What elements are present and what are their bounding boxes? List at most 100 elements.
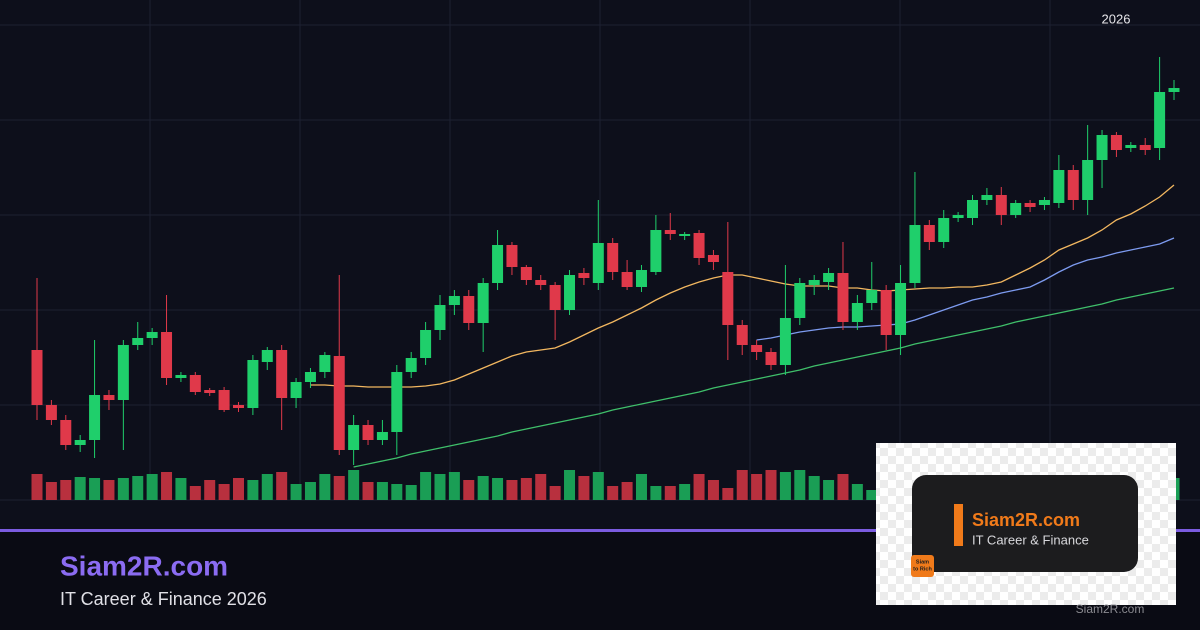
candle-body [909, 225, 921, 283]
candle-body [1139, 145, 1151, 150]
volume-bar [794, 470, 806, 500]
volume-bar [434, 474, 446, 500]
candle-body [1110, 135, 1122, 150]
volume-bar [851, 484, 863, 500]
volume-bar [117, 478, 129, 500]
volume-bar [31, 474, 43, 500]
volume-bar [290, 484, 302, 500]
candle-body [31, 350, 43, 405]
candle-body [995, 195, 1007, 215]
candle-body [1096, 135, 1108, 160]
volume-bar [333, 476, 345, 500]
candle-body [650, 230, 662, 272]
volume-bar [218, 484, 230, 500]
line [756, 237, 1175, 341]
volume-bar [161, 472, 173, 500]
candle-body [45, 405, 57, 420]
candle-body [564, 275, 576, 310]
volume-bar [492, 478, 504, 500]
card-panel [912, 475, 1138, 572]
candle-body [592, 243, 604, 283]
volume-bar [448, 472, 460, 500]
volume-bar [189, 486, 201, 500]
candle-body [189, 375, 201, 392]
volume-bar [578, 476, 590, 500]
candle-body [276, 350, 288, 398]
candle-body [967, 200, 979, 218]
candle-body [204, 390, 216, 393]
candle-body [1067, 170, 1079, 200]
volume-bar [664, 486, 676, 500]
volume-bar [549, 486, 561, 500]
volume-bar [463, 480, 475, 500]
volume-bar [650, 486, 662, 500]
volume-bar [60, 480, 72, 500]
volume-bar [132, 476, 144, 500]
candle-body [751, 345, 763, 352]
volume-bar [232, 478, 244, 500]
volume-bar [420, 472, 432, 500]
candle-body [175, 375, 187, 378]
card-accent [954, 504, 963, 546]
volume-bar [506, 480, 518, 500]
candle-body [434, 305, 446, 330]
candle-body [794, 283, 806, 318]
volume-bar [722, 488, 734, 500]
candle-body [247, 360, 259, 408]
volume-bar [204, 480, 216, 500]
volume-bar [866, 490, 878, 500]
candle-body [578, 273, 590, 278]
candle-body [549, 285, 561, 310]
volume-bar [592, 472, 604, 500]
candle-body [535, 280, 547, 285]
footer-title: Siam2R.com [60, 550, 228, 581]
candle-body [693, 233, 705, 258]
candle-body [1010, 203, 1022, 215]
volume-bar [607, 486, 619, 500]
volume-bar [376, 482, 388, 500]
volume-bar [477, 476, 489, 500]
candle-body [492, 245, 504, 283]
volume-bar [391, 484, 403, 500]
candle-body [319, 355, 331, 372]
candle-body [707, 255, 719, 262]
candle-body [506, 245, 518, 267]
candle-body [722, 272, 734, 325]
candle-body [635, 270, 647, 287]
badge-text: Siam [916, 559, 929, 565]
volume-bar [707, 480, 719, 500]
candle-body [304, 372, 316, 382]
divider [0, 529, 1200, 532]
candle-body [1168, 88, 1180, 92]
year-label: 2026 [1102, 11, 1131, 26]
volume-bar [175, 478, 187, 500]
candle-body [1038, 200, 1050, 205]
candle-body [923, 225, 935, 242]
line [310, 184, 1175, 388]
volume-bar [679, 484, 691, 500]
volume-bar [261, 474, 273, 500]
volume-bar [89, 478, 101, 500]
candle-body [232, 405, 244, 408]
candle-body [736, 325, 748, 345]
candle-body [74, 440, 86, 445]
candle-body [405, 358, 417, 372]
candle-body [607, 243, 619, 272]
candle-body [261, 350, 273, 362]
volume-bar [247, 480, 259, 500]
logo-card: Siam2R.com IT Career & Finance Siam to R… [876, 443, 1176, 616]
candle-body [448, 296, 460, 305]
candle-body [1024, 203, 1036, 207]
candle-body [161, 332, 173, 378]
volume-bar [319, 474, 331, 500]
volume-bar [520, 478, 532, 500]
candle-body [938, 218, 950, 242]
candle-body [391, 372, 403, 432]
line [353, 287, 1175, 468]
volume-bar [808, 476, 820, 500]
candle-body [679, 234, 691, 236]
candle-body [290, 382, 302, 398]
candle-body [851, 303, 863, 322]
volume-bar [765, 470, 777, 500]
